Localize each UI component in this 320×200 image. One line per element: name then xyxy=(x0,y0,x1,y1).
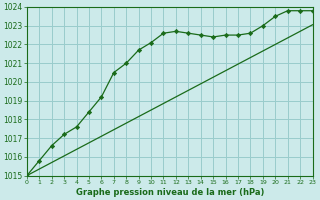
X-axis label: Graphe pression niveau de la mer (hPa): Graphe pression niveau de la mer (hPa) xyxy=(76,188,264,197)
